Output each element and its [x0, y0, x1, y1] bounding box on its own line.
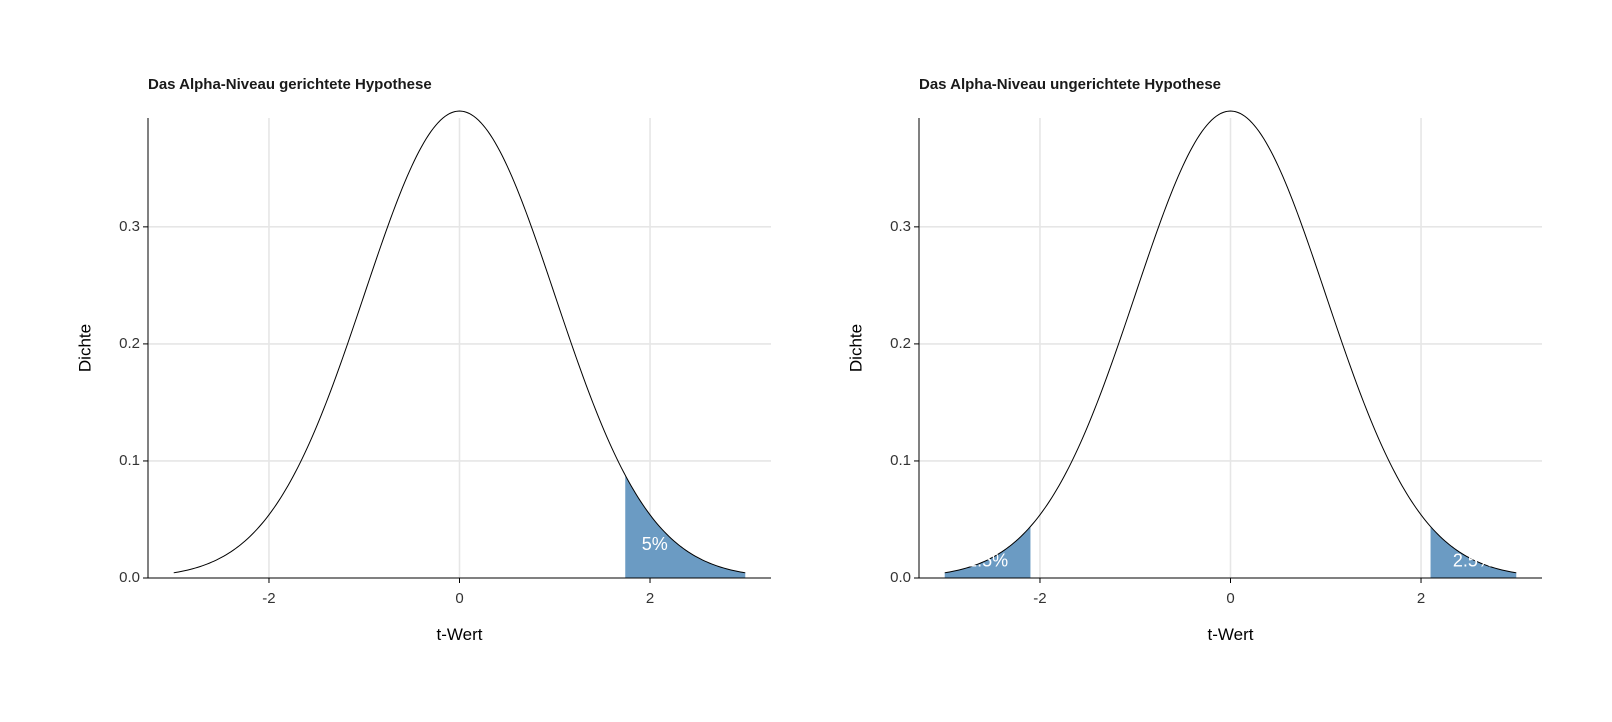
x-tick-label: -2 — [262, 590, 275, 607]
x-tick-label: 2 — [1417, 590, 1425, 607]
y-tick-label: 0.3 — [119, 218, 140, 235]
x-tick-label: -2 — [1033, 590, 1046, 607]
x-axis-title: t-Wert — [1208, 625, 1254, 644]
y-tick-label: 0.1 — [119, 452, 140, 469]
y-tick-label: 0.0 — [119, 569, 140, 586]
region-percent-label: 5% — [642, 534, 668, 554]
x-tick-label: 0 — [455, 590, 463, 607]
chart-panel-1: 5% -2 0 2 0.0 0.1 0.2 0.3 Das Alpha-Niveau geric… — [75, 76, 771, 644]
shaded-region — [625, 475, 746, 578]
x-axis-title: t-Wert — [437, 625, 483, 644]
region-percent-label: 2.5% — [1453, 550, 1494, 570]
chart-title: Das Alpha-Niveau ungerichtete Hypothese — [919, 76, 1221, 93]
region-percent-label: 2.5% — [967, 550, 1008, 570]
shaded-region — [944, 526, 1031, 578]
density-curve — [173, 110, 746, 574]
chart-title: Das Alpha-Niveau gerichtete Hypothese — [148, 76, 432, 93]
density-curve — [944, 110, 1517, 574]
chart-panel-2: 2.5% 2.5% -2 0 2 0.0 0.1 0.2 0.3 Das Alpha-Niveau… — [846, 76, 1542, 644]
y-tick-label: 0.0 — [890, 569, 911, 586]
y-tick-label: 0.2 — [890, 335, 911, 352]
y-tick-label: 0.1 — [890, 452, 911, 469]
shaded-region — [1430, 526, 1517, 578]
y-axis-title: Dichte — [75, 324, 94, 372]
x-tick-label: 2 — [646, 590, 654, 607]
y-axis-title: Dichte — [846, 324, 865, 372]
x-tick-label: 0 — [1226, 590, 1234, 607]
y-tick-label: 0.3 — [890, 218, 911, 235]
y-tick-label: 0.2 — [119, 335, 140, 352]
